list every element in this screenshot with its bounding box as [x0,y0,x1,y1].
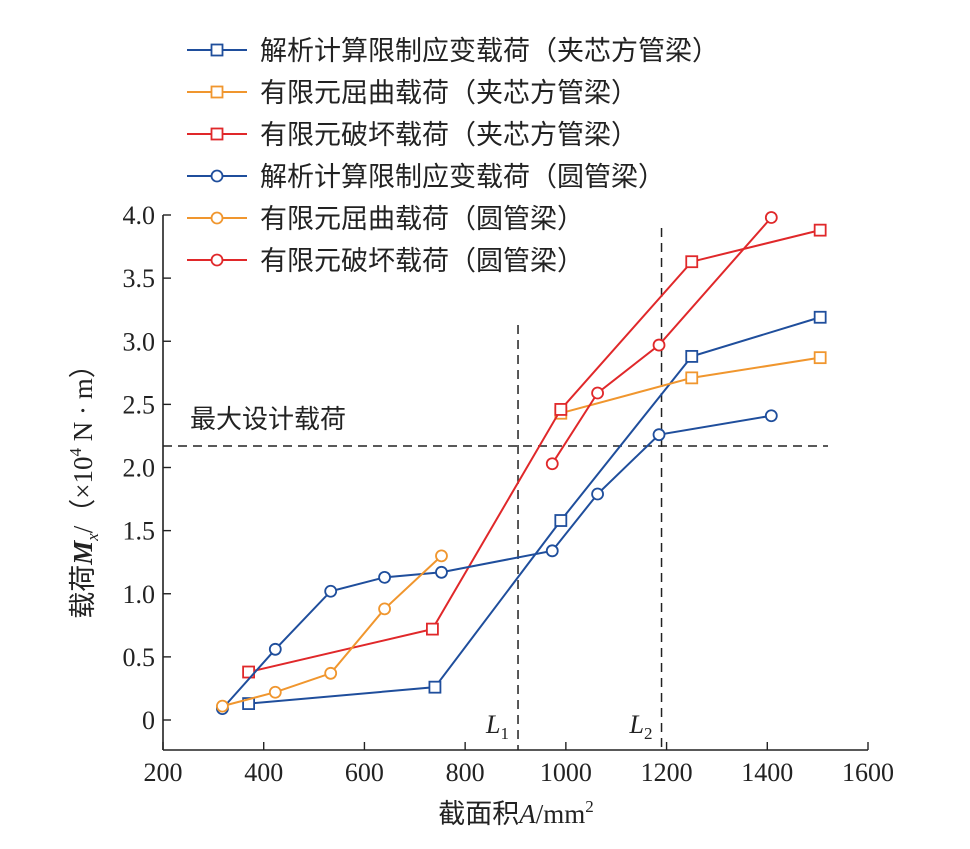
legend-item: 解析计算限制应变载荷（圆管梁） [187,162,665,193]
series-line [222,555,443,708]
data-point [764,211,778,224]
legend-label: 解析计算限制应变载荷（夹芯方管梁） [260,36,719,67]
data-point [685,371,699,385]
data-point [324,584,338,598]
data-point [428,680,442,694]
data-point [685,255,699,269]
series-line [551,216,773,465]
data-point [813,223,827,237]
limit-label: L2 [629,710,653,743]
x-tick-label: 800 [446,758,485,787]
data-point [435,565,448,579]
x-tick-label: 200 [144,758,183,787]
data-point [591,487,604,501]
data-point [813,310,827,324]
legend-label: 有限元屈曲载荷（夹芯方管梁） [260,78,638,109]
limit-label: L1 [485,710,509,743]
legend-label: 有限元屈曲载荷（圆管梁） [260,204,584,235]
reference-lines: L1 L2 [163,228,828,750]
data-point [764,409,778,423]
y-axis-title: 载荷Mx/（×104 N · m） [66,351,102,619]
data-point [324,666,338,680]
series-line [248,316,821,705]
y-tick-label: 2.0 [123,454,156,483]
series-3 [242,223,827,679]
legend-item: 有限元屈曲载荷（夹芯方管梁） [187,78,638,109]
legend-marker [210,127,224,141]
legend-label: 有限元破坏载荷（夹芯方管梁） [260,120,638,151]
data-point [378,602,391,616]
data-point [268,642,282,656]
y-tick-label: 1.0 [123,580,156,609]
data-point [426,622,439,636]
ticks: 0 0.5 1.0 1.5 2.0 2.5 3.0 3.5 4.0 200 400 600 800 100… [123,201,895,787]
legend-marker [210,211,224,225]
data-point [554,514,568,527]
legend-item: 解析计算限制应变载荷（夹芯方管梁） [187,36,719,67]
x-axis-title: 截面积A/mm2 [438,797,594,830]
legend: 解析计算限制应变载荷（夹芯方管梁） 有限元屈曲载荷（夹芯方管梁） 有限元破坏载荷（夹… [187,36,719,277]
legend-item: 有限元破坏载荷（夹芯方管梁） [187,120,638,151]
x-tick-label: 600 [345,758,384,787]
y-tick-label: 3.0 [123,327,156,356]
legend-label: 解析计算限制应变载荷（圆管梁） [260,162,665,193]
legend-item: 有限元屈曲载荷（圆管梁） [187,204,584,235]
series-line [221,414,772,710]
data-point [813,351,827,365]
data-point [378,570,391,584]
data-point [435,549,448,563]
legend-marker [210,169,224,183]
y-tick-label: 2.5 [123,390,156,419]
data-point [591,386,604,400]
series-6 [545,211,778,471]
legend-marker [210,85,224,99]
axes [162,215,868,751]
legend-marker [210,253,224,267]
data-point [545,544,559,558]
x-tick-label: 1400 [741,758,793,787]
data-point [216,699,229,713]
series-4 [216,409,778,716]
data-point [685,349,699,363]
legend-label: 有限元破坏载荷（圆管梁） [260,246,584,277]
x-tick-label: 1000 [540,758,592,787]
series-line [248,229,821,673]
y-tick-label: 3.5 [123,264,156,293]
data-point [545,457,559,471]
x-tick-label: 400 [244,758,283,787]
x-tick-label: 1600 [842,758,894,787]
legend-marker [210,43,224,57]
series-group [216,211,827,716]
data-point [652,338,666,352]
legend-item: 有限元破坏载荷（圆管梁） [187,246,584,277]
series-1 [242,310,827,710]
y-tick-label: 0 [142,706,155,735]
data-point [268,685,282,699]
y-tick-label: 1.5 [123,517,156,546]
design-load-label: 最大设计载荷 [190,405,346,435]
series-5 [216,549,448,713]
y-tick-label: 0.5 [123,643,156,672]
data-point [554,403,568,416]
data-point [652,428,666,442]
y-tick-label: 4.0 [123,201,156,230]
data-point [242,697,256,710]
x-tick-label: 1200 [641,758,693,787]
